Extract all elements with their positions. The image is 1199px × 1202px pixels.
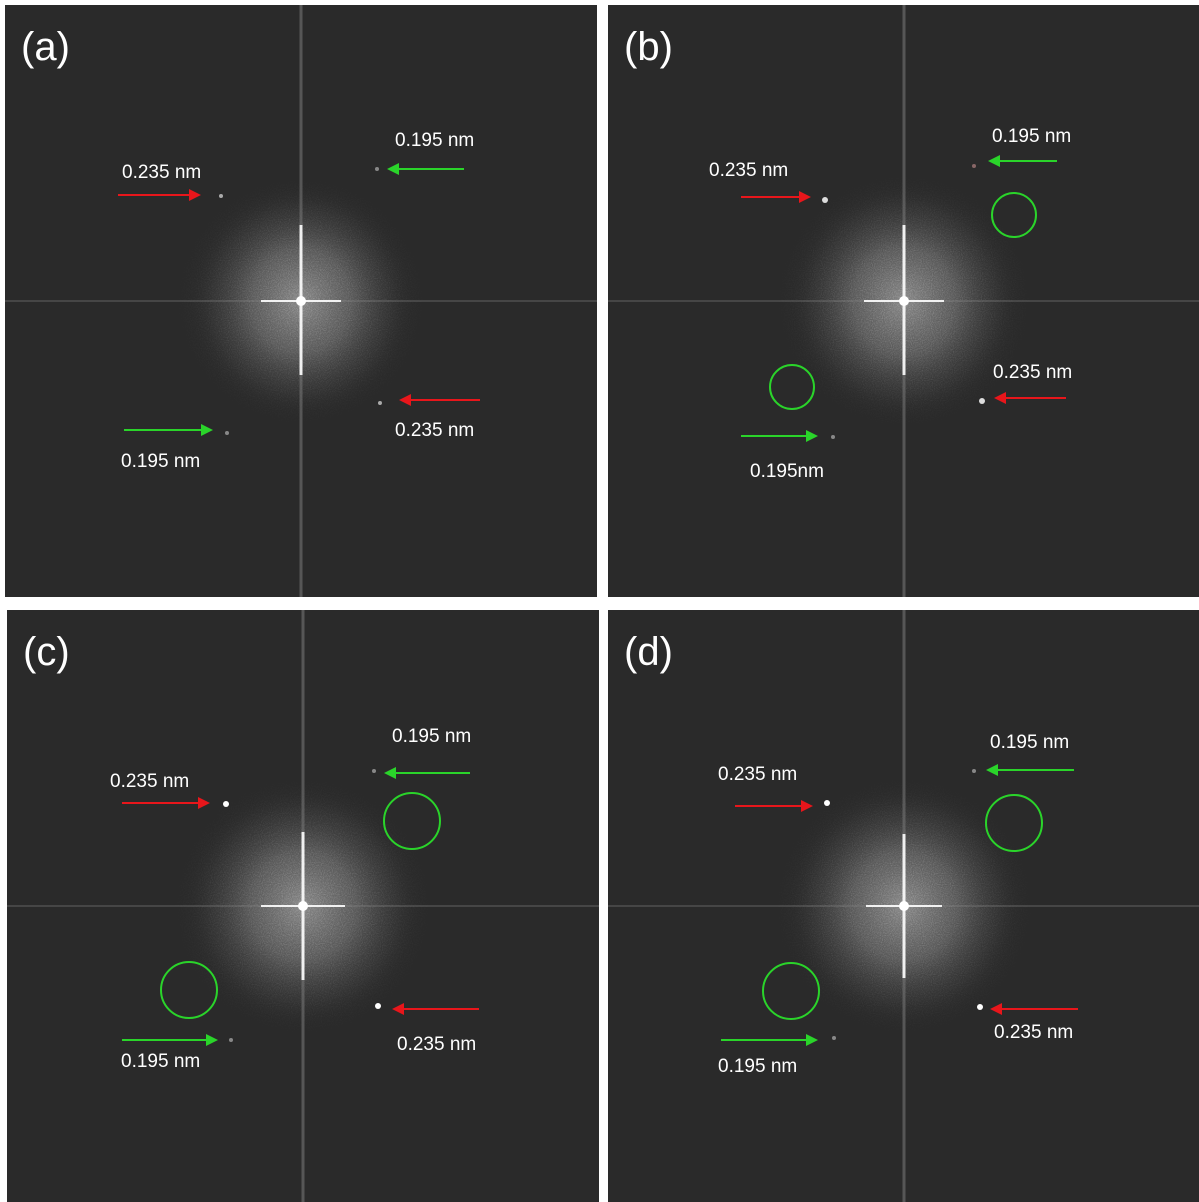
panel-label: (a)	[21, 25, 70, 69]
label-0195-upper-right: 0.195 nm	[395, 130, 475, 151]
label-0235-lower-right: 0.235 nm	[994, 1022, 1074, 1043]
arrow-0235-upper-left	[122, 797, 210, 809]
fft-panel-c: (c) 0.235 nm 0.195 nm 0.235 nm 0.195 nm	[7, 610, 599, 1202]
arrow-0235-upper-left	[741, 191, 811, 203]
diffraction-spot	[831, 435, 835, 439]
fft-panel-a: (a) 0.235 nm 0.195 nm 0.235 nm 0.195 nm	[5, 5, 597, 597]
arrow-0195-upper-right	[384, 767, 470, 779]
diffraction-spot	[824, 800, 830, 806]
diffraction-spot	[225, 431, 229, 435]
arrow-0195-lower-left	[122, 1034, 218, 1046]
central-spot	[899, 296, 909, 306]
label-0235-upper-left: 0.235 nm	[709, 160, 789, 181]
label-0195-lower-left: 0.195nm	[750, 461, 824, 482]
arrow-0235-upper-left	[735, 800, 813, 812]
fft-pattern-a	[5, 5, 597, 597]
label-0235-upper-left: 0.235 nm	[122, 162, 202, 183]
diffraction-spot	[375, 167, 379, 171]
diffraction-spot	[378, 401, 382, 405]
diffraction-spot	[972, 164, 976, 168]
panel-label: (d)	[624, 630, 673, 674]
arrow-0235-lower-right	[994, 392, 1066, 404]
arrow-0195-lower-left	[741, 430, 818, 442]
highlight-circle-lower-left	[769, 364, 815, 410]
diffraction-spot	[223, 801, 229, 807]
label-0235-lower-right: 0.235 nm	[397, 1034, 477, 1055]
arrow-0235-upper-left	[118, 189, 201, 201]
diffraction-spot	[822, 197, 828, 203]
label-0195-upper-right: 0.195 nm	[992, 126, 1072, 147]
diffraction-spot	[972, 769, 976, 773]
highlight-circle-upper-right	[991, 192, 1037, 238]
fft-pattern-d	[608, 610, 1199, 1202]
arrow-0195-lower-left	[721, 1034, 818, 1046]
label-0195-lower-left: 0.195 nm	[718, 1056, 798, 1077]
arrow-0195-lower-left	[124, 424, 213, 436]
label-0235-upper-left: 0.235 nm	[110, 771, 190, 792]
fft-pattern-c	[7, 610, 599, 1202]
diffraction-spot	[229, 1038, 233, 1042]
arrow-0195-upper-right	[387, 163, 464, 175]
fft-panel-d: (d) 0.235 nm 0.195 nm 0.235 nm 0.195 nm	[608, 610, 1199, 1202]
diffraction-spot	[375, 1003, 381, 1009]
highlight-circle-upper-right	[383, 792, 441, 850]
arrow-0235-lower-right	[990, 1003, 1078, 1015]
diffraction-spot	[979, 398, 985, 404]
arrow-0235-lower-right	[392, 1003, 479, 1015]
central-spot	[298, 901, 308, 911]
panel-label: (b)	[624, 25, 673, 69]
diffraction-spot	[372, 769, 376, 773]
label-0195-upper-right: 0.195 nm	[990, 732, 1070, 753]
central-spot	[296, 296, 306, 306]
label-0195-lower-left: 0.195 nm	[121, 1051, 201, 1072]
arrow-0235-lower-right	[399, 394, 480, 406]
label-0195-lower-left: 0.195 nm	[121, 451, 201, 472]
central-spot	[899, 901, 909, 911]
label-0235-lower-right: 0.235 nm	[993, 362, 1073, 383]
diffraction-spot	[977, 1004, 983, 1010]
fft-pattern-b	[608, 5, 1199, 597]
highlight-circle-lower-left	[762, 962, 820, 1020]
panel-label: (c)	[23, 630, 70, 674]
label-0235-upper-left: 0.235 nm	[718, 764, 798, 785]
diffraction-spot	[832, 1036, 836, 1040]
highlight-circle-upper-right	[985, 794, 1043, 852]
label-0235-lower-right: 0.235 nm	[395, 420, 475, 441]
diffraction-spot	[219, 194, 223, 198]
fft-panel-b: (b) 0.235 nm 0.195 nm 0.235 nm 0.195nm	[608, 5, 1199, 597]
arrow-0195-upper-right	[988, 155, 1057, 167]
highlight-circle-lower-left	[160, 961, 218, 1019]
arrow-0195-upper-right	[986, 764, 1074, 776]
label-0195-upper-right: 0.195 nm	[392, 726, 472, 747]
